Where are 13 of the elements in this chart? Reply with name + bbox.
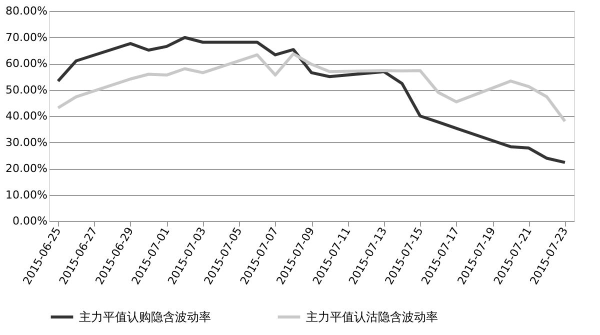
y-tick-label: 40.00% [6,110,48,122]
y-tick-label: 50.00% [6,83,48,96]
legend-label: 主力平值认购隐含波动率 [79,310,211,324]
y-tick-label: 70.00% [6,30,48,44]
legend-label: 主力平值认沽隐含波动率 [306,310,438,324]
line-series [56,52,566,123]
y-tick-label: 60.00% [6,57,48,70]
line-series [56,36,566,164]
y-tick-label: 30.00% [6,136,48,149]
y-tick-label: 20.00% [6,162,48,175]
y-tick-label: 80.00% [6,4,48,18]
y-tick-label: 0.00% [12,214,48,228]
y-tick-label: 10.00% [6,188,48,202]
